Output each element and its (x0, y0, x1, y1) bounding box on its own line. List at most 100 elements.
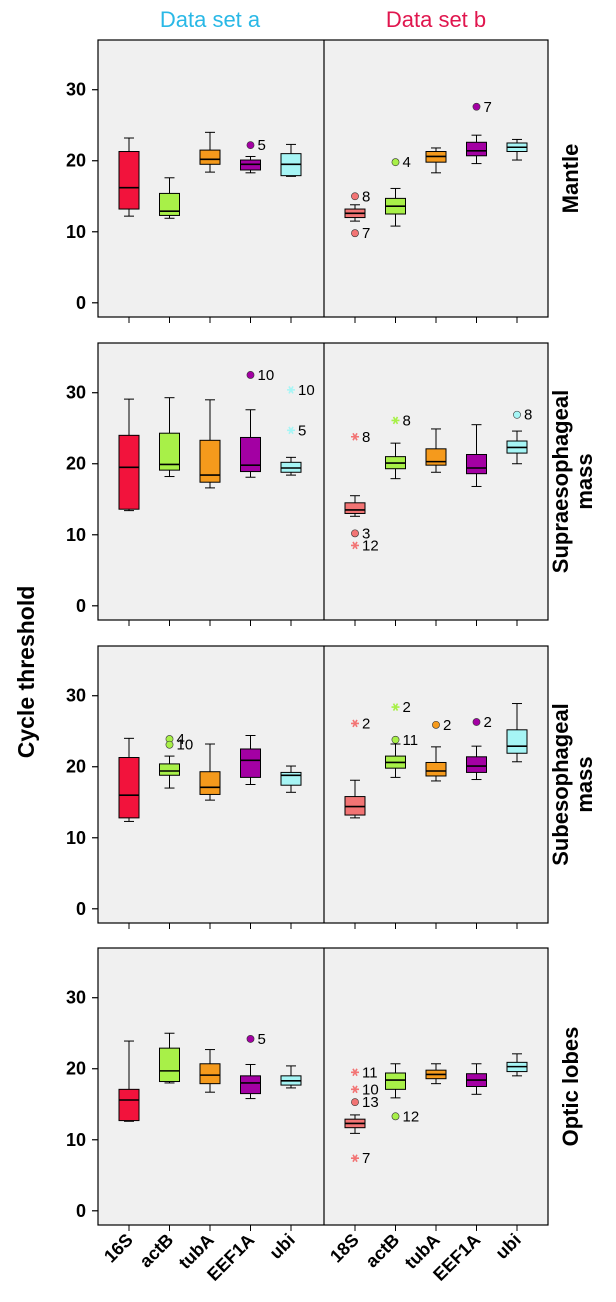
outlier-label: 5 (258, 1031, 266, 1048)
box-iqr (199, 1063, 221, 1085)
box-tubA (199, 743, 221, 801)
box-18S: 8 312 (344, 429, 379, 554)
box-18S: 2 (344, 715, 370, 819)
outlier-star (391, 703, 400, 711)
outlier-circle (472, 102, 481, 111)
outlier-star (287, 386, 295, 394)
row-label: Subesophagealmass (548, 703, 597, 866)
box-iqr (159, 1047, 180, 1083)
row-label-line: Supraesophageal (548, 390, 573, 573)
outlier-circle (246, 371, 255, 379)
y-tick-label: 0 (76, 1201, 86, 1221)
outlier-circle (391, 158, 400, 167)
outlier-circle (351, 529, 359, 538)
y-tick-label: 0 (76, 596, 86, 616)
box-18S: 87 (344, 188, 370, 242)
box-ubi (280, 765, 302, 793)
outlier-label: 11 (403, 732, 419, 749)
outlier-star (351, 719, 359, 728)
y-tick-label: 10 (66, 222, 86, 242)
box-iqr (118, 1088, 140, 1122)
outlier-label: 12 (403, 1108, 420, 1125)
box-iqr (506, 729, 528, 754)
box-16S (118, 137, 140, 217)
box-tubA: 2 (425, 717, 451, 782)
outlier-star (391, 416, 400, 425)
outlier-label: 12 (362, 537, 379, 554)
y-tick-label: 30 (66, 80, 86, 100)
outlier-star (351, 1068, 359, 1077)
box-ubi (280, 143, 302, 177)
row-label-line: Subesophageal (548, 703, 573, 866)
panel-background (97, 342, 549, 621)
y-tick-label: 20 (66, 151, 86, 171)
outlier-star (351, 432, 359, 441)
outlier-label: 7 (362, 225, 370, 242)
outlier-label: 4 (403, 154, 411, 171)
header-data-set-b: Data set b (386, 7, 486, 32)
panel-background (97, 947, 549, 1226)
x-tick-label: actB (136, 1230, 178, 1272)
outlier-label: 8 (524, 407, 532, 424)
outlier-label: 10 (177, 737, 194, 754)
y-tick-label: 30 (66, 383, 86, 403)
box-iqr (199, 771, 221, 795)
box-actB: 4 (385, 154, 411, 227)
row-label-line: mass (572, 756, 597, 812)
outlier-circle (472, 718, 481, 726)
outlier-star (351, 1154, 359, 1163)
box-iqr (240, 436, 261, 473)
outlier-label: 8 (362, 188, 370, 205)
box-EEF1A (466, 1063, 487, 1095)
y-tick-label: 20 (66, 454, 86, 474)
outlier-label: 7 (362, 1150, 370, 1167)
row-panel-1: 0 10 20 30 Supraesophagealmass 10 10 5 8 312 8 8 (66, 342, 597, 626)
box-EEF1A: 7 (466, 99, 492, 165)
y-tick-label: 10 (66, 828, 86, 848)
box-iqr (280, 771, 302, 786)
row-label-line: mass (572, 453, 597, 509)
box-iqr (159, 192, 180, 216)
y-tick-label: 10 (66, 1130, 86, 1150)
outlier-label: 5 (258, 137, 266, 154)
box-actB: 2 11 (385, 699, 419, 778)
box-ubi: 8 (506, 407, 532, 465)
box-iqr (118, 434, 140, 510)
outlier-label: 2 (403, 699, 411, 716)
outlier-star (351, 541, 359, 550)
outlier-circle (432, 720, 440, 729)
box-tubA (199, 399, 221, 489)
box-iqr (159, 763, 180, 776)
box-iqr (199, 149, 221, 165)
box-actB: 8 (385, 412, 411, 480)
box-actB: 12 (385, 1063, 420, 1125)
x-tick-label: 18S (326, 1230, 363, 1267)
box-16S (118, 737, 140, 822)
box-iqr (118, 151, 140, 210)
x-tick-label: actB (362, 1230, 404, 1272)
box-iqr (466, 454, 487, 475)
y-tick-label: 0 (76, 899, 86, 919)
outlier-label: 5 (298, 422, 306, 439)
box-tubA (425, 147, 447, 174)
box-EEF1A (466, 424, 487, 487)
row-label: Optic lobes (558, 1027, 583, 1147)
box-actB: 410 (159, 731, 194, 789)
outlier-label: 10 (258, 367, 275, 384)
box-16S (118, 1040, 140, 1122)
panel-background (97, 645, 549, 924)
box-EEF1A: 2 (466, 714, 492, 781)
box-ubi (506, 138, 528, 161)
outlier-star (287, 426, 295, 435)
outlier-circle (246, 141, 255, 150)
outlier-star (351, 1085, 359, 1094)
y-tick-label: 10 (66, 525, 86, 545)
outlier-circle (351, 229, 359, 238)
outlier-circle (391, 1112, 400, 1121)
outlier-label: 10 (298, 382, 315, 399)
box-actB (159, 177, 180, 219)
